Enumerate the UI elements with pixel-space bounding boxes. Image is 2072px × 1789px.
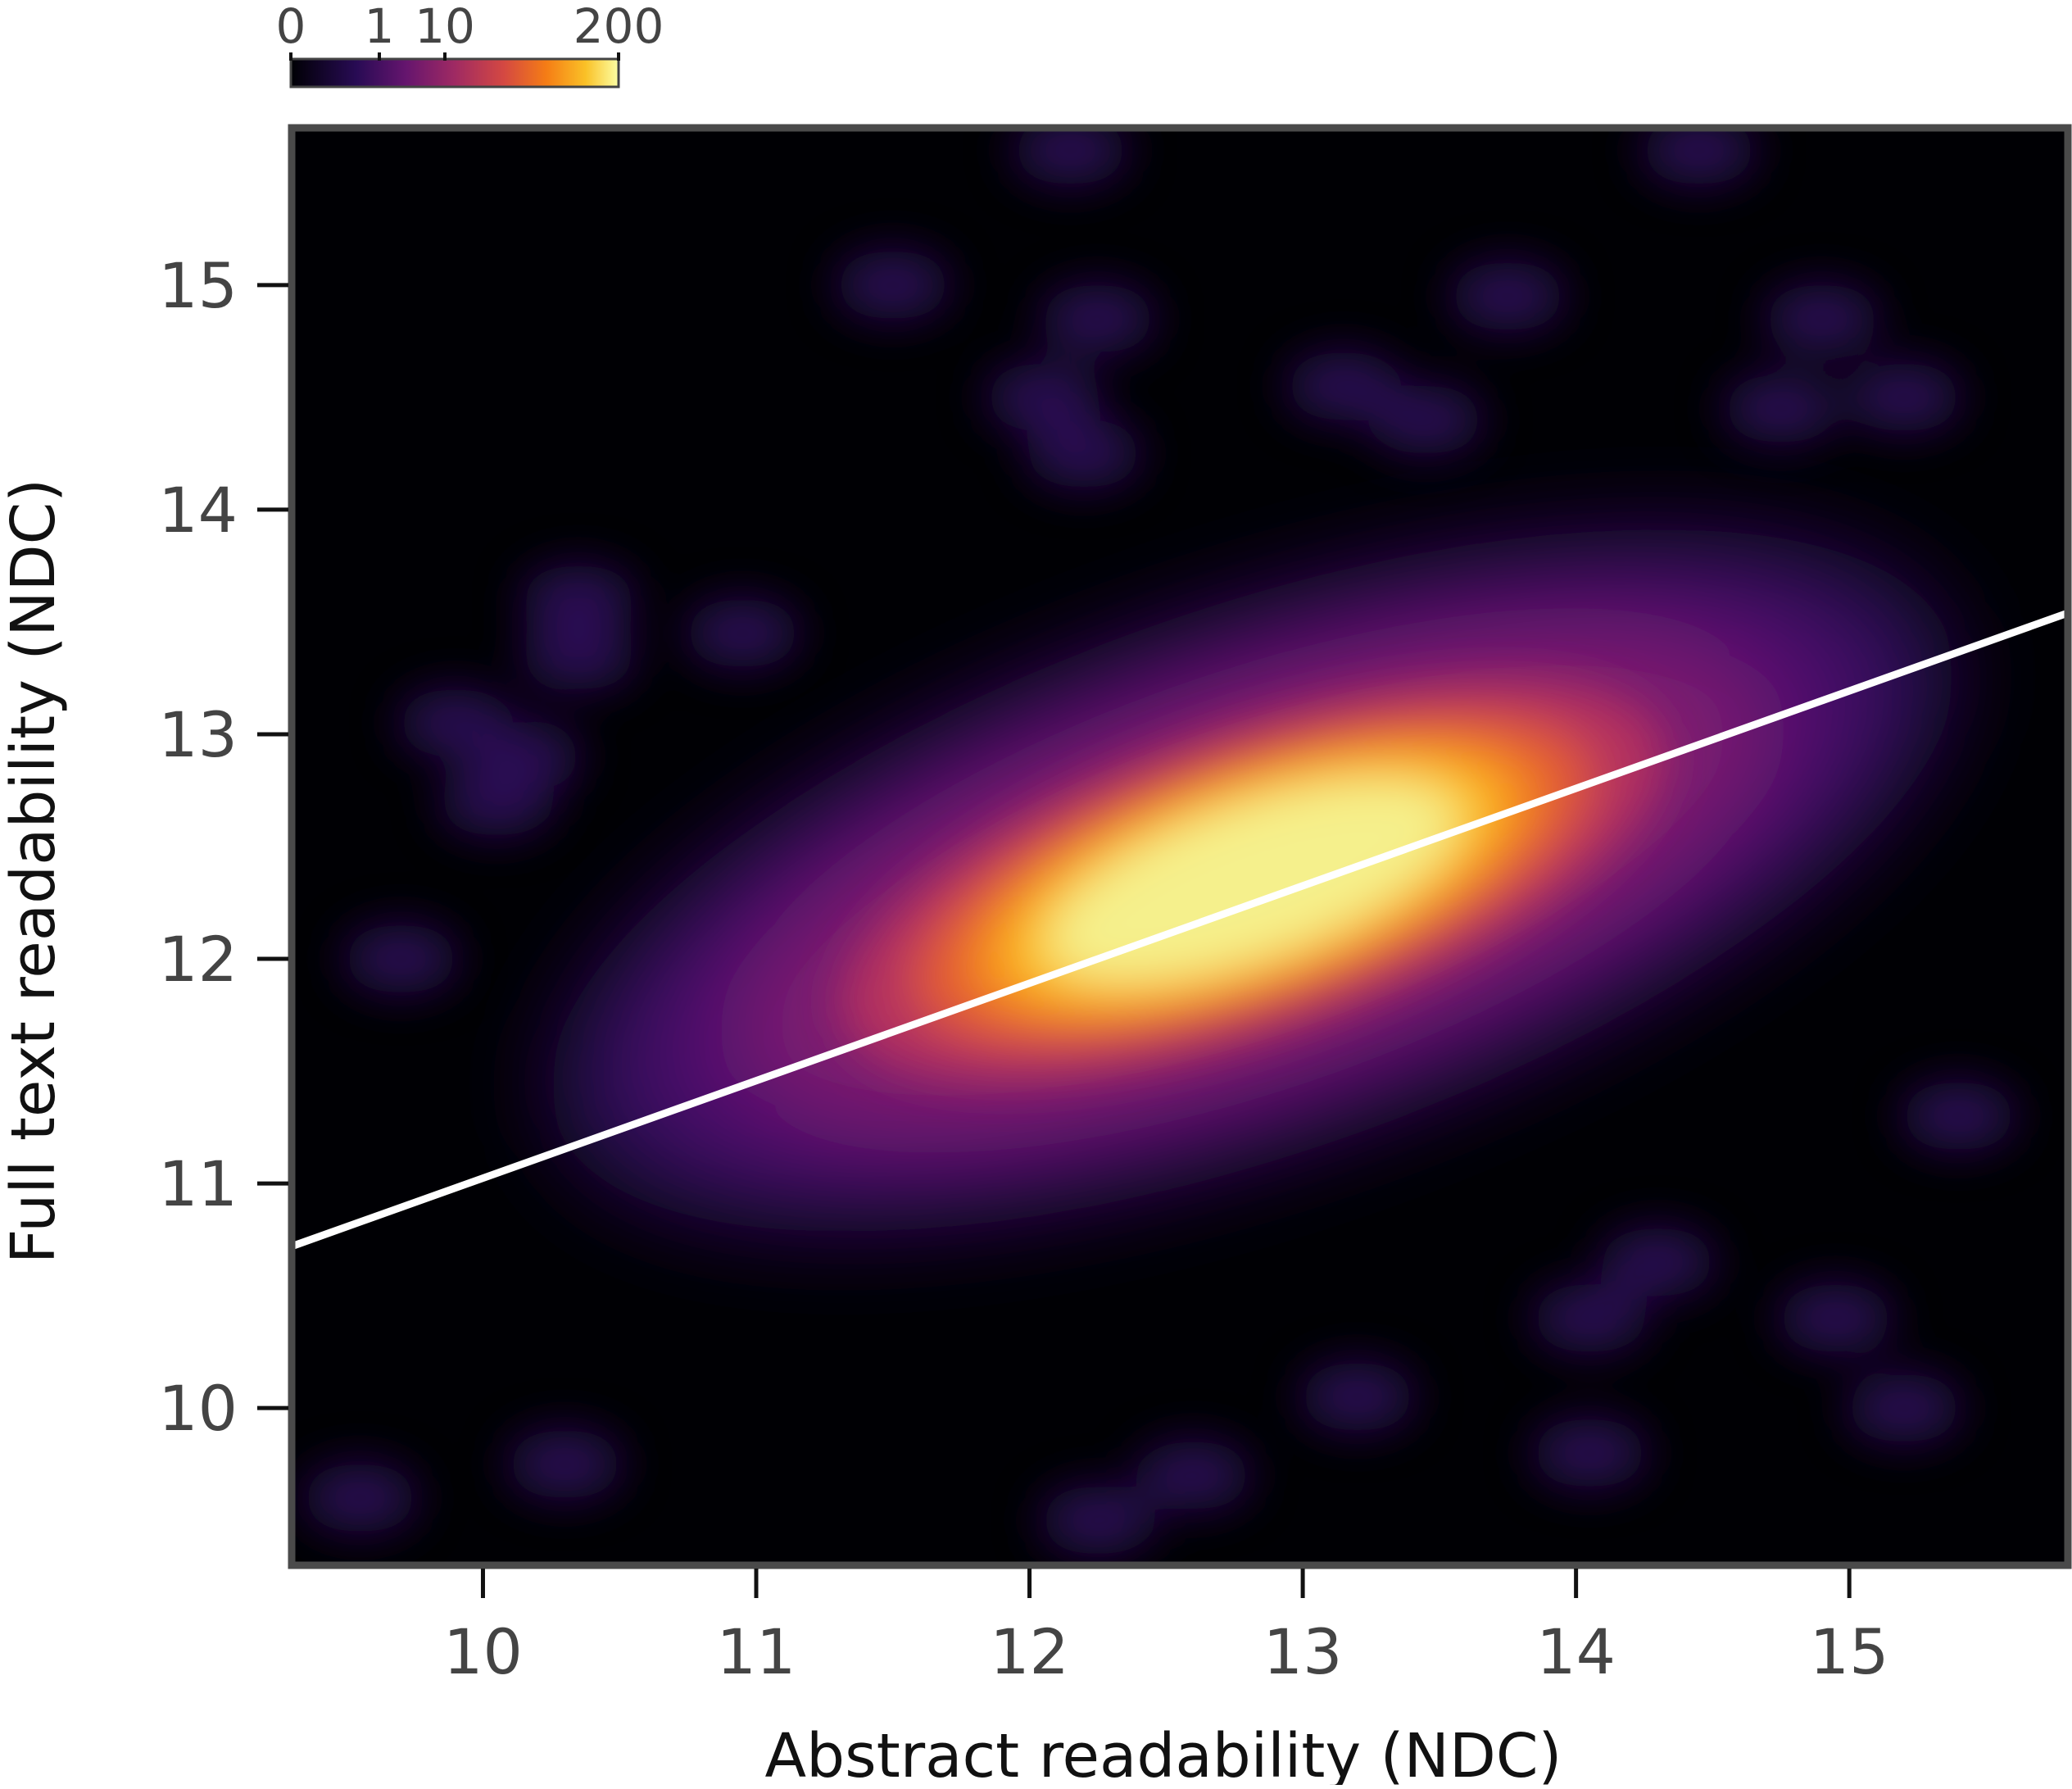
density-speck — [1901, 1081, 2016, 1151]
density-speck — [1013, 128, 1128, 185]
x-tick-label: 10 — [443, 1615, 523, 1688]
density-speck — [685, 598, 800, 668]
x-tick-label: 12 — [990, 1615, 1069, 1688]
density-speck — [1532, 1283, 1648, 1353]
density-speck — [439, 767, 555, 837]
x-tick-label: 14 — [1536, 1615, 1616, 1688]
y-tick-label: 11 — [158, 1147, 238, 1220]
density-speck — [507, 1429, 623, 1499]
plot-area — [292, 128, 2068, 1565]
density-speck — [1286, 352, 1402, 421]
colorbar-tick-label: 1 — [365, 0, 395, 54]
colorbar-gradient — [289, 57, 620, 89]
x-tick-label: 13 — [1263, 1615, 1343, 1688]
density-speck — [1368, 385, 1484, 455]
colorbar-tick-label: 0 — [276, 0, 306, 54]
heatmap-density-specks — [302, 128, 2016, 1555]
density-speck — [1600, 1228, 1716, 1297]
density-speck — [1846, 362, 1961, 432]
density-speck — [1764, 284, 1879, 353]
x-tick-label: 15 — [1810, 1615, 1889, 1688]
density-speck — [521, 621, 637, 691]
density-speck — [1450, 261, 1566, 331]
regression-line — [292, 609, 2068, 1251]
density-speck — [302, 1463, 418, 1532]
x-axis-label: Abstract readability (NDC) — [765, 1721, 1562, 1785]
density-layer — [1050, 781, 1456, 980]
x-axis-ticks: 10 11 12 13 14 15 — [443, 1569, 1889, 1688]
x-tick-label: 11 — [717, 1615, 796, 1688]
density-speck — [1846, 1374, 1961, 1443]
y-tick-label: 14 — [158, 474, 238, 547]
y-tick-label: 10 — [158, 1372, 238, 1445]
density-speck — [1040, 284, 1155, 353]
density-speck — [1299, 1362, 1415, 1432]
y-axis-label: Full text readability (NDC) — [0, 479, 69, 1264]
density-speck — [343, 924, 459, 994]
colorbar-ticks: 0 1 10 200 — [276, 0, 664, 61]
density-speck — [1027, 419, 1142, 488]
colorbar-tick-label: 10 — [415, 0, 475, 54]
plot-frame — [288, 124, 2072, 1569]
y-tick-label: 13 — [158, 698, 238, 771]
density-speck — [835, 250, 950, 320]
density-speck — [1723, 374, 1839, 443]
density-speck — [1641, 128, 1757, 185]
colorbar: 0 1 10 200 — [276, 0, 664, 89]
density-speck — [1040, 1486, 1155, 1555]
density-speck — [521, 565, 637, 634]
colorbar-tick-label: 200 — [574, 0, 664, 54]
y-tick-label: 15 — [158, 249, 238, 322]
y-tick-label: 12 — [158, 923, 238, 996]
density-speck — [1532, 1418, 1648, 1487]
density-speck — [1778, 1283, 1893, 1353]
density-speck — [1136, 1441, 1251, 1510]
y-axis-ticks: 10 11 12 13 14 15 — [158, 249, 288, 1445]
density-speck — [986, 362, 1101, 432]
